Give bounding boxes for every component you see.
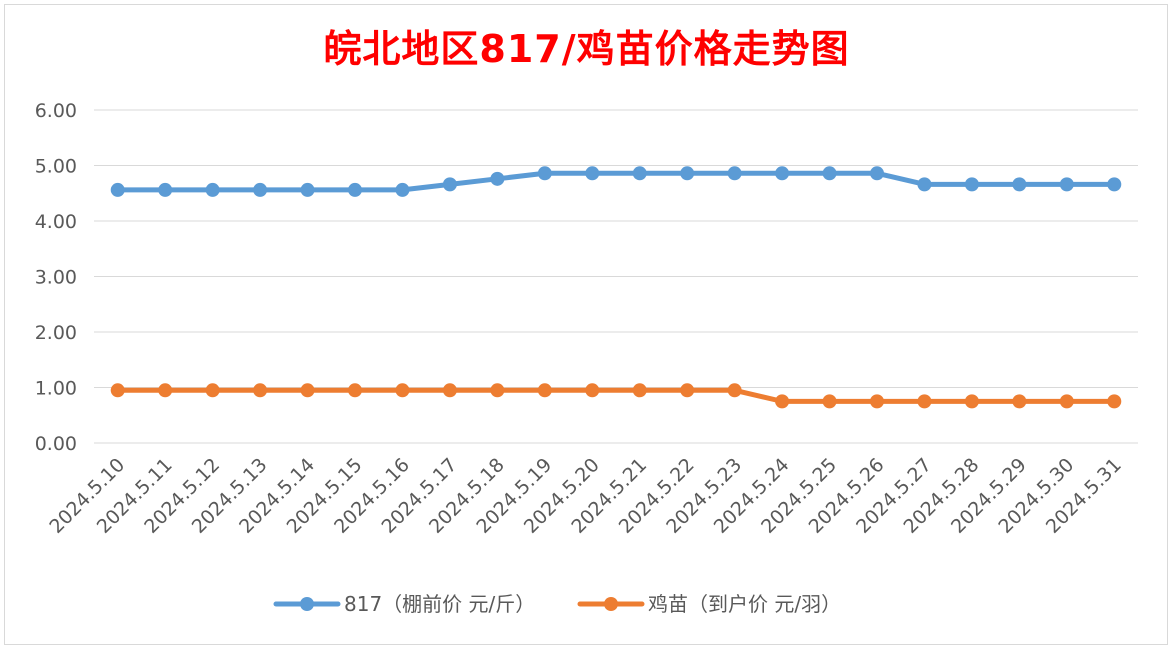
data-point: [1107, 177, 1122, 192]
data-point: [158, 383, 173, 398]
data-point: [585, 166, 600, 181]
data-point: [110, 182, 125, 197]
data-point: [442, 383, 457, 398]
y-tick-label: 0.00: [35, 433, 77, 455]
y-tick-label: 3.00: [35, 267, 77, 289]
data-point: [775, 394, 790, 409]
data-point: [870, 166, 884, 181]
legend-label-0: 817（棚前价 元/斤）: [344, 592, 535, 616]
data-point: [775, 166, 790, 181]
data-point: [490, 383, 505, 398]
series-group: [110, 166, 1122, 409]
data-point: [537, 166, 552, 181]
x-axis: 2024.5.102024.5.112024.5.122024.5.132024…: [45, 454, 1125, 538]
legend-marker-1: [604, 597, 618, 611]
data-point: [158, 182, 173, 197]
data-point: [964, 394, 979, 409]
legend-marker-0: [300, 597, 314, 611]
data-point: [585, 383, 600, 398]
data-point: [300, 383, 315, 398]
legend: 817（棚前价 元/斤） 鸡苗（到户价 元/羽）: [273, 592, 841, 616]
y-tick-label: 1.00: [35, 378, 77, 400]
y-tick-label: 5.00: [35, 156, 77, 178]
data-point: [870, 394, 884, 409]
data-point: [727, 383, 742, 398]
data-point: [632, 166, 647, 181]
data-point: [727, 166, 742, 181]
data-point: [1012, 394, 1027, 409]
y-axis: 0.00 1.00 2.00 3.00 4.00 5.00 6.00: [35, 100, 77, 455]
chart-frame: [4, 4, 1168, 645]
data-point: [348, 182, 362, 197]
data-point: [110, 383, 125, 398]
data-point: [680, 166, 695, 181]
data-point: [442, 177, 457, 192]
chart-title: 皖北地区817/鸡苗价格走势图: [323, 27, 850, 71]
data-point: [822, 166, 837, 181]
data-point: [395, 383, 410, 398]
data-point: [964, 177, 979, 192]
series-line-0: [115, 170, 1117, 193]
series-line-1: [115, 387, 1117, 404]
data-point: [1059, 177, 1074, 192]
data-point: [1012, 177, 1027, 192]
y-tick-label: 4.00: [35, 211, 77, 233]
data-point: [1059, 394, 1074, 409]
data-point: [632, 383, 647, 398]
data-point: [680, 383, 695, 398]
data-point: [490, 171, 505, 186]
gridlines: [94, 109, 1138, 444]
data-point: [205, 383, 220, 398]
data-point: [253, 182, 268, 197]
legend-label-1: 鸡苗（到户价 元/羽）: [648, 592, 841, 616]
y-tick-label: 6.00: [35, 100, 77, 122]
data-point: [348, 383, 362, 398]
data-point: [822, 394, 837, 409]
y-tick-label: 2.00: [35, 322, 77, 344]
data-point: [917, 177, 932, 192]
data-point: [253, 383, 268, 398]
data-point: [395, 182, 410, 197]
data-point: [205, 182, 220, 197]
data-point: [917, 394, 932, 409]
data-point: [537, 383, 552, 398]
data-point: [300, 182, 315, 197]
data-point: [1107, 394, 1122, 409]
